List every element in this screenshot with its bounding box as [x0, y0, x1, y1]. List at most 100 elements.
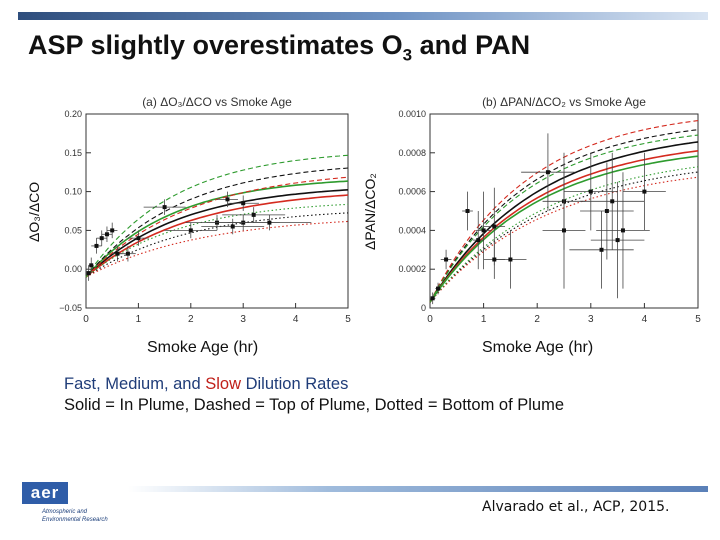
observation-point [483, 240, 506, 279]
point-marker [508, 257, 513, 262]
observation-point [475, 191, 492, 270]
title-subscript: 3 [402, 45, 413, 65]
point-marker [99, 236, 104, 241]
point-marker [94, 243, 99, 248]
title-end: and PAN [412, 30, 531, 60]
plot-frame [85, 113, 349, 309]
observation-point [590, 181, 645, 299]
observation-point [521, 133, 575, 211]
point-marker [610, 199, 615, 204]
chart-title: (b) ΔPAN/ΔCO₂ vs Smoke Age [482, 95, 646, 109]
x-tick-label: 3 [588, 314, 594, 325]
title-main: ASP slightly overestimates O [28, 30, 403, 60]
point-marker [444, 257, 449, 262]
legend-line-rates: Fast, Medium, and Slow Dilution Rates [64, 374, 564, 395]
point-marker [251, 212, 256, 217]
point-marker [115, 251, 120, 256]
point-marker [86, 271, 91, 276]
chart-b-xlabel: Smoke Age (hr) [482, 339, 594, 356]
x-tick-label: 5 [695, 314, 701, 325]
logo-mark: aer [22, 482, 68, 504]
observation-point [164, 222, 217, 239]
point-marker [436, 286, 441, 291]
observation-point [86, 265, 92, 281]
observation-point [435, 282, 441, 295]
observation-point [201, 218, 265, 235]
chart-a: (a) ΔO₃/ΔCO vs Smoke Age 0 1 2 3 4 5 −0.05 0.00 0… [59, 95, 351, 325]
logo-line-1: Atmospheric and [42, 509, 88, 515]
y-tick-label: −0.05 [59, 303, 82, 313]
y-tick-label: 0.0002 [398, 264, 426, 274]
dilution-legend: Fast, Medium, and Slow Dilution Rates So… [64, 374, 564, 416]
point-marker [492, 224, 497, 229]
observation-point [143, 199, 186, 215]
observation-point [440, 249, 452, 270]
y-tick-label: 0.10 [64, 187, 82, 197]
x-tick-label: 4 [293, 314, 299, 325]
point-marker [545, 170, 550, 175]
point-marker [89, 263, 94, 268]
observation-point [472, 211, 484, 270]
legend-rate-segment: Fast, [64, 375, 101, 393]
point-marker [162, 205, 167, 210]
observation-point [127, 230, 149, 246]
point-marker [476, 238, 481, 243]
point-marker [481, 228, 486, 233]
y-tick-label: 0.0010 [398, 109, 426, 119]
observation-point [227, 214, 312, 231]
x-tick-label: 1 [136, 314, 142, 325]
title-accent-bar [18, 12, 708, 20]
observation-point [580, 152, 645, 250]
point-marker [136, 236, 141, 241]
footer-accent-bar [128, 486, 708, 492]
legend-rate-segment: Dilution Rates [241, 375, 349, 393]
point-marker [615, 238, 620, 243]
point-marker [562, 228, 566, 233]
point-marker [241, 201, 246, 206]
observation-point [580, 162, 634, 260]
point-marker [104, 232, 109, 237]
x-tick-label: 2 [188, 314, 194, 325]
y-tick-label: 0.05 [64, 225, 82, 235]
observation-point [227, 195, 259, 211]
x-tick-label: 0 [83, 314, 89, 325]
logo-line-2: Environmental Research [42, 517, 108, 523]
observation-point [120, 245, 136, 262]
y-tick-label: 0 [421, 303, 426, 313]
chart-b: (b) ΔPAN/ΔCO₂ vs Smoke Age 0 1 2 3 4 5 0 0.0002 0… [398, 95, 701, 325]
legend-rate-segment: Slow [205, 375, 242, 393]
point-marker [588, 189, 593, 194]
model-series-line [429, 166, 699, 303]
point-marker [599, 247, 604, 252]
model-series-line [85, 180, 349, 278]
observation-point [430, 292, 436, 305]
observation-point [217, 191, 238, 208]
model-series-line [85, 189, 349, 278]
point-marker [492, 257, 497, 262]
observation-point [101, 226, 113, 243]
citation: Alvarado et al., ACP, 2015. [482, 499, 670, 515]
observation-point [88, 257, 94, 274]
x-tick-label: 0 [427, 314, 433, 325]
point-marker [125, 251, 130, 256]
x-tick-label: 4 [642, 314, 648, 325]
observation-point [96, 230, 107, 246]
observation-point [91, 238, 102, 254]
point-marker [620, 228, 625, 233]
model-series-line [85, 194, 349, 278]
slide-title: ASP slightly overestimates O3 and PAN [28, 30, 530, 65]
chart-title: (a) ΔO₃/ΔCO vs Smoke Age [142, 95, 292, 109]
x-tick-label: 1 [481, 314, 487, 325]
observation-point [106, 222, 118, 239]
y-tick-label: 0.0006 [398, 187, 426, 197]
y-tick-label: 0.0004 [398, 225, 426, 235]
point-marker [465, 209, 470, 213]
point-marker [604, 209, 609, 213]
y-tick-label: 0.15 [64, 148, 82, 158]
legend-line-styles: Solid = In Plume, Dashed = Top of Plume,… [64, 396, 565, 414]
point-marker [642, 189, 647, 194]
y-tick-label: 0.00 [64, 264, 82, 274]
model-series-line [85, 167, 349, 278]
x-tick-label: 5 [345, 314, 351, 325]
legend-rate-segment: Medium, and [100, 375, 206, 393]
